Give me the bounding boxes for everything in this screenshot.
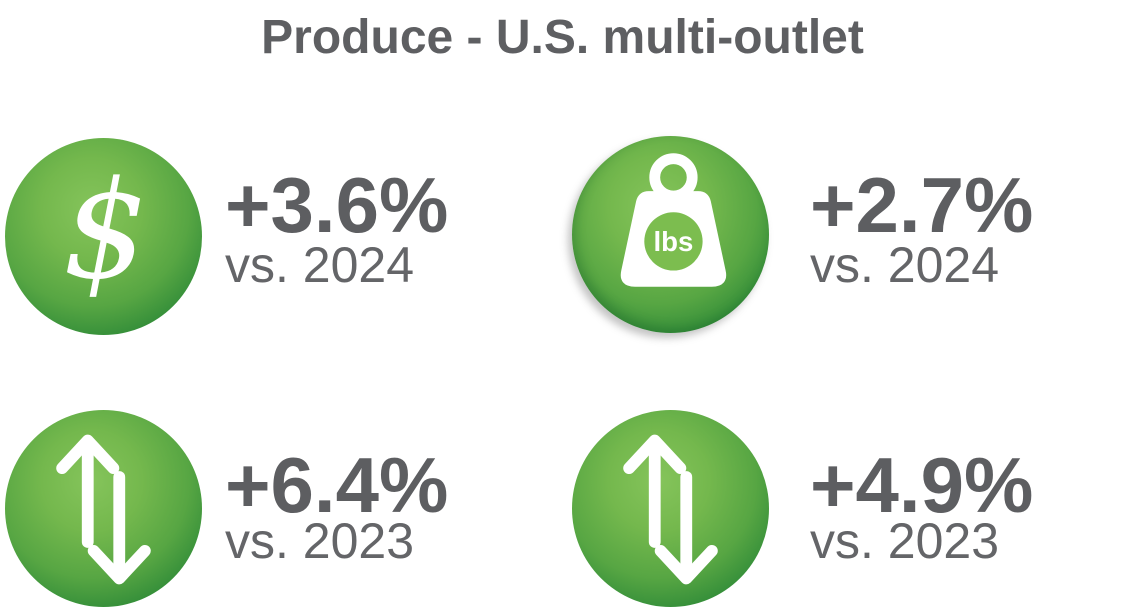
dollar-vs-2023-value: +6.4% <box>225 441 449 529</box>
dollar-sales-comparison: vs. 2024 <box>225 237 415 293</box>
pounds-vs-2023-comparison: vs. 2023 <box>810 513 1000 569</box>
pounds-vs-2023-value: +4.9% <box>810 441 1034 529</box>
pounds-volume-comparison: vs. 2024 <box>810 237 1000 293</box>
page-title: Produce - U.S. multi-outlet <box>261 11 864 64</box>
dollar-sales-badge: $ <box>5 138 202 335</box>
pounds-volume-value: +2.7% <box>810 161 1034 249</box>
dollar-vs-2023-comparison: vs. 2023 <box>225 513 415 569</box>
pounds-vs-2023-badge <box>572 410 769 607</box>
dollar-vs-2023-badge <box>5 410 202 607</box>
up-down-arrows-icon <box>623 434 718 585</box>
dollar-sales-value: +3.6% <box>225 161 449 249</box>
up-down-arrows-icon <box>56 434 151 585</box>
dollar-sign-icon: $ <box>62 152 149 309</box>
lbs-badge-label: lbs <box>654 226 694 257</box>
pounds-volume-badge: lbs <box>572 136 769 333</box>
weight-lbs-icon: lbs <box>620 153 727 287</box>
